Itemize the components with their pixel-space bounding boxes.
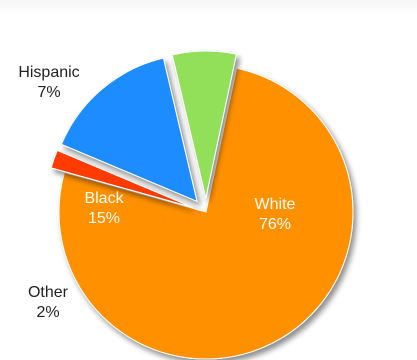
slice-value-white: 76% — [259, 216, 291, 233]
slice-value-other: 2% — [36, 304, 59, 321]
pie-slice-black — [60, 57, 198, 203]
slice-label-other: Other — [28, 284, 69, 301]
slice-value-hispanic: 7% — [37, 84, 60, 101]
pie-slice-white — [58, 67, 354, 360]
top-band — [0, 0, 417, 16]
pie-labels: White 76% Other 2% Black 15% Hispanic 7% — [18, 64, 295, 321]
slice-label-hispanic: Hispanic — [18, 64, 79, 81]
slice-value-black: 15% — [88, 210, 120, 227]
slice-label-black: Black — [84, 190, 124, 207]
pie-slice-other — [50, 149, 193, 208]
pie-slice-hispanic — [171, 50, 238, 199]
pie-slices — [50, 50, 354, 360]
slice-label-white: White — [255, 196, 296, 213]
